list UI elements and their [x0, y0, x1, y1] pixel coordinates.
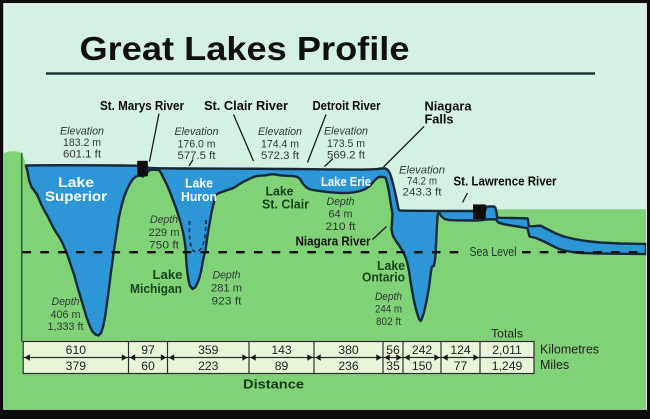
svg-text:243.3 ft: 243.3 ft — [403, 187, 442, 199]
svg-text:577.5 ft: 577.5 ft — [178, 150, 216, 162]
svg-text:802 ft: 802 ft — [376, 316, 401, 328]
svg-text:35: 35 — [386, 359, 400, 373]
svg-text:St. Lawrence River: St. Lawrence River — [454, 174, 557, 189]
svg-text:1,333 ft: 1,333 ft — [48, 321, 84, 333]
svg-text:89: 89 — [275, 359, 289, 373]
svg-text:601.1 ft: 601.1 ft — [63, 149, 101, 161]
svg-text:Elevation: Elevation — [175, 126, 219, 138]
svg-text:242: 242 — [412, 343, 433, 357]
svg-text:359: 359 — [198, 343, 219, 357]
svg-text:124: 124 — [450, 343, 471, 357]
svg-text:Elevation: Elevation — [258, 126, 302, 138]
svg-text:Lake: Lake — [266, 184, 294, 199]
svg-text:174.4 m: 174.4 m — [261, 139, 299, 151]
svg-text:Huron: Huron — [181, 189, 217, 204]
svg-text:St. Marys River: St. Marys River — [100, 98, 184, 113]
svg-text:Superior: Superior — [45, 188, 108, 204]
svg-text:Depth: Depth — [375, 291, 402, 303]
svg-text:Lake Erie: Lake Erie — [321, 174, 371, 189]
svg-text:Lake: Lake — [58, 174, 94, 190]
svg-text:Niagara River: Niagara River — [296, 234, 371, 249]
svg-text:569.2 ft: 569.2 ft — [327, 150, 365, 162]
svg-text:Detroit River: Detroit River — [313, 98, 381, 113]
svg-text:923 ft: 923 ft — [212, 296, 242, 308]
svg-text:Distance: Distance — [243, 377, 304, 392]
svg-text:Sea Level: Sea Level — [470, 245, 517, 259]
svg-text:183.2 m: 183.2 m — [63, 137, 101, 149]
svg-text:2,011: 2,011 — [492, 343, 522, 357]
svg-text:St. Clair: St. Clair — [262, 197, 309, 212]
svg-text:750 ft: 750 ft — [149, 240, 179, 252]
svg-text:1,249: 1,249 — [492, 359, 523, 373]
svg-text:Lake: Lake — [185, 176, 213, 191]
svg-text:Depth: Depth — [213, 270, 241, 282]
svg-text:Depth: Depth — [150, 214, 178, 226]
svg-text:60: 60 — [141, 359, 155, 373]
svg-text:Niagara: Niagara — [425, 99, 473, 114]
svg-text:Great Lakes Profile: Great Lakes Profile — [80, 31, 410, 68]
svg-text:Miles: Miles — [540, 358, 569, 372]
svg-text:Elevation: Elevation — [60, 126, 104, 138]
svg-text:223: 223 — [198, 359, 219, 373]
svg-text:406 m: 406 m — [51, 309, 81, 321]
svg-text:572.3 ft: 572.3 ft — [261, 150, 299, 162]
svg-text:379: 379 — [66, 359, 87, 373]
svg-text:236: 236 — [338, 359, 359, 373]
svg-text:Depth: Depth — [52, 296, 80, 308]
svg-text:Elevation: Elevation — [399, 165, 445, 177]
svg-text:210 ft: 210 ft — [326, 221, 356, 233]
svg-text:281 m: 281 m — [211, 283, 242, 295]
svg-text:Lake: Lake — [377, 258, 405, 273]
svg-text:64 m: 64 m — [329, 209, 353, 221]
svg-text:610: 610 — [66, 343, 87, 357]
svg-text:Elevation: Elevation — [324, 126, 368, 138]
svg-text:97: 97 — [141, 343, 155, 357]
svg-text:176.0 m: 176.0 m — [178, 139, 216, 151]
svg-text:56: 56 — [386, 343, 400, 357]
svg-text:74.2 m: 74.2 m — [407, 176, 437, 188]
svg-text:St. Clair River: St. Clair River — [204, 98, 288, 113]
svg-text:Michigan: Michigan — [130, 281, 182, 296]
svg-text:380: 380 — [338, 343, 359, 357]
svg-text:173.5 m: 173.5 m — [327, 138, 365, 150]
svg-text:Depth: Depth — [327, 196, 355, 208]
svg-text:150: 150 — [412, 359, 433, 373]
svg-text:244 m: 244 m — [375, 304, 402, 316]
svg-text:Lake: Lake — [153, 267, 183, 282]
svg-text:Ontario: Ontario — [362, 270, 405, 285]
svg-text:Falls: Falls — [425, 112, 454, 127]
svg-text:Kilometres: Kilometres — [540, 343, 599, 357]
svg-text:229 m: 229 m — [149, 227, 180, 239]
svg-text:77: 77 — [454, 359, 468, 373]
svg-text:143: 143 — [271, 343, 292, 357]
svg-text:Totals: Totals — [491, 327, 523, 341]
